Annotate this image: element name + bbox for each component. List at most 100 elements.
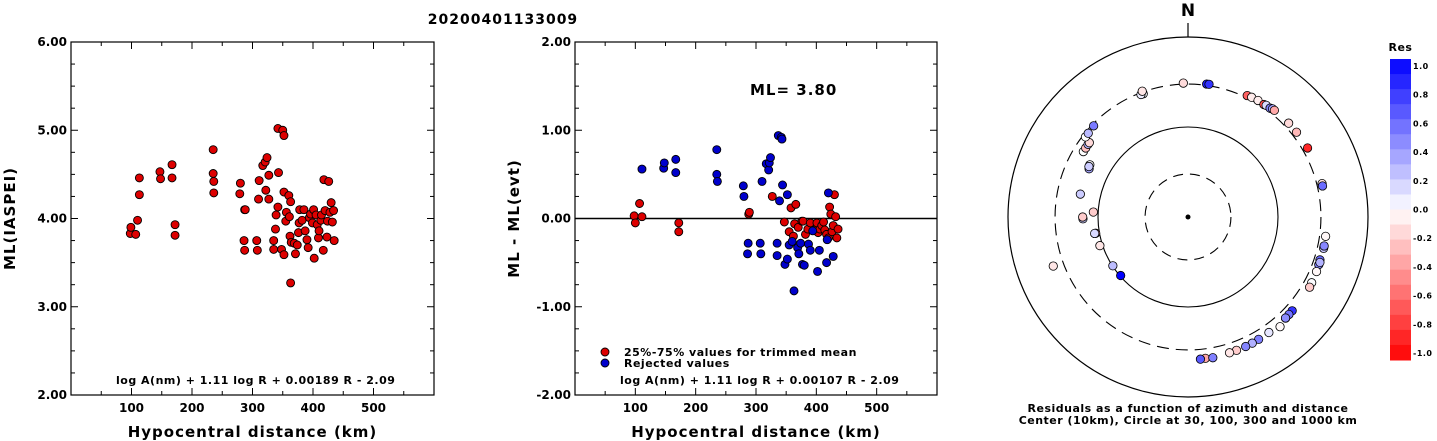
data-point: [814, 245, 824, 255]
colorbar-tick-label: 0.6: [1413, 119, 1429, 128]
y-tick-label: 4.00: [37, 212, 67, 226]
station-marker: [1224, 348, 1235, 358]
station-marker: [1083, 128, 1093, 138]
data-point: [297, 215, 307, 225]
data-point: [635, 199, 645, 208]
data-point: [796, 238, 806, 248]
y-tick-label: -1.00: [536, 300, 571, 314]
station-marker: [1319, 241, 1329, 251]
station-marker: [1075, 189, 1085, 199]
data-point: [262, 153, 272, 163]
formula-text: log A(nm) + 1.11 log R + 0.00107 R - 2.0…: [620, 374, 899, 387]
colorbar-segment: [1390, 119, 1411, 135]
data-point: [766, 153, 775, 163]
data-point: [808, 226, 818, 236]
data-point: [782, 254, 792, 264]
data-point: [167, 173, 177, 183]
formula-text: log A(nm) + 1.11 log R + 0.00189 R - 2.0…: [116, 374, 395, 387]
data-point: [833, 224, 843, 234]
data-point: [772, 238, 782, 248]
x-tick-label: 200: [683, 401, 708, 415]
station-marker: [1284, 118, 1294, 128]
colorbar-segment: [1390, 284, 1411, 301]
data-point: [131, 229, 141, 239]
data-point: [300, 226, 310, 236]
colorbar-title: Res: [1389, 41, 1413, 54]
y-tick-label: 5.00: [37, 123, 67, 137]
data-point: [637, 164, 647, 174]
colorbar-tick-label: 1.0: [1413, 62, 1429, 71]
y-tick-label: -2.00: [536, 388, 571, 402]
data-point: [209, 188, 219, 198]
station-marker: [1089, 121, 1099, 131]
x-tick-label: 500: [864, 401, 889, 415]
data-point: [831, 212, 841, 222]
data-point: [254, 194, 263, 204]
data-point: [324, 176, 334, 186]
station-marker: [1195, 354, 1206, 364]
station-marker: [1116, 270, 1126, 281]
data-point: [126, 222, 136, 232]
data-point: [671, 154, 681, 164]
legend-entry: 25%-75% values for trimmed mean: [624, 346, 857, 359]
y-tick-label: 0.00: [541, 212, 571, 226]
y-tick-label: 1.00: [541, 123, 571, 137]
data-point: [156, 174, 165, 184]
data-point: [327, 217, 337, 227]
x-tick-label: 400: [300, 401, 325, 415]
data-point: [775, 196, 784, 206]
colorbar-segment: [1390, 89, 1411, 105]
data-point: [744, 207, 754, 217]
data-point: [805, 245, 815, 255]
colorbar-segment: [1390, 239, 1411, 256]
data-point: [782, 190, 792, 200]
data-point: [208, 145, 218, 155]
colorbar-segment: [1390, 194, 1411, 210]
data-point: [286, 278, 296, 288]
data-point: [273, 202, 283, 212]
data-point: [674, 227, 684, 237]
y-tick-label: 2.00: [37, 388, 67, 402]
data-point: [170, 220, 180, 230]
data-point: [286, 197, 296, 207]
station-marker: [1317, 181, 1328, 191]
colorbar-segment: [1390, 149, 1411, 165]
data-point: [167, 160, 177, 170]
data-point: [329, 206, 339, 216]
colorbar-segment: [1390, 59, 1411, 75]
azimuth-residual-polar-plot: N Residuals as a function of azimuth and …: [1007, 1, 1369, 427]
data-point: [798, 216, 808, 226]
data-point: [794, 249, 804, 259]
y-axis-label: ML - ML(evt): [505, 159, 523, 277]
data-point: [756, 249, 766, 259]
station-marker: [1269, 105, 1279, 115]
data-point: [671, 168, 681, 178]
circle-100km: [1097, 126, 1279, 308]
data-point: [712, 176, 722, 186]
data-point: [302, 235, 312, 245]
colorbar-segment: [1390, 209, 1411, 226]
data-point: [329, 236, 339, 246]
data-point: [787, 236, 797, 246]
station-marker: [1315, 257, 1325, 268]
colorbar-segment: [1390, 329, 1411, 346]
data-point: [712, 145, 722, 155]
y-tick-label: 6.00: [37, 35, 67, 49]
station-marker: [1311, 266, 1322, 277]
data-point: [630, 218, 640, 228]
ml-annotation: ML= 3.80: [750, 81, 837, 99]
data-point: [777, 134, 787, 144]
data-point: [659, 158, 669, 168]
data-point: [637, 212, 647, 222]
data-point: [757, 176, 767, 186]
data-point: [828, 251, 838, 261]
legend-marker: [600, 358, 610, 368]
station-marker: [1321, 231, 1331, 241]
legend: 25%-75% values for trimmed meanRejected …: [600, 346, 857, 370]
data-point: [134, 190, 144, 200]
residual-vs-distance-plot: 100 200 300 400 500 -2.00 -1.00 0.00 1.00 2.00 Hyp…: [505, 35, 938, 441]
data-point: [743, 249, 753, 259]
station-marker: [1241, 341, 1251, 352]
data-point: [239, 236, 249, 246]
